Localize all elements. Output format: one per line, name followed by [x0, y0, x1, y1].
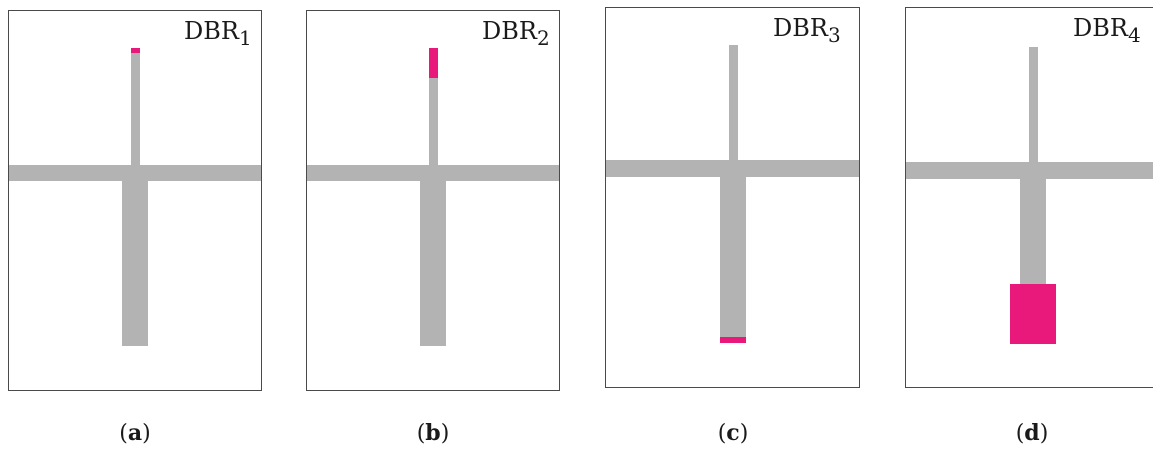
- caption-a-letter: a: [127, 420, 143, 446]
- panel-b-bottom-stub: [420, 181, 446, 346]
- panel-c-stub-load: [720, 337, 746, 343]
- panel-a: DBR1: [8, 10, 262, 391]
- panel-b-dbr-label: DBR2: [482, 17, 550, 48]
- caption-a: (a): [119, 420, 151, 446]
- panel-d-dbr-label: DBR4: [1073, 14, 1141, 45]
- panel-c: DBR3: [605, 7, 860, 388]
- panel-d: DBR4: [905, 7, 1153, 388]
- panel-a-label-sub: 1: [238, 26, 252, 50]
- panel-c-bottom-stub: [720, 177, 746, 337]
- panel-c-dbr-label: DBR3: [773, 14, 841, 45]
- panel-d-label-sub: 4: [1127, 23, 1141, 47]
- panel-b-top-stub: [429, 78, 438, 165]
- panel-b-stub-load: [429, 48, 438, 78]
- caption-b: (b): [416, 420, 450, 446]
- caption-d-letter: d: [1024, 420, 1040, 446]
- panel-c-label-sub: 3: [827, 23, 841, 47]
- panel-c-label-main: DBR: [773, 14, 828, 42]
- panel-d-horizontal-line: [906, 162, 1153, 179]
- panel-a-top-stub: [131, 53, 140, 165]
- panel-c-horizontal-line: [606, 160, 859, 177]
- panel-b-horizontal-line: [307, 165, 559, 181]
- caption-c-letter: c: [726, 420, 740, 446]
- panel-a-dbr-label: DBR1: [184, 17, 252, 48]
- caption-c: (c): [717, 420, 749, 446]
- panel-a-horizontal-line: [9, 165, 261, 181]
- caption-d: (d): [1015, 420, 1049, 446]
- panel-d-bottom-stub: [1020, 179, 1046, 284]
- panel-d-label-main: DBR: [1073, 14, 1128, 42]
- panel-d-top-stub: [1029, 47, 1038, 162]
- panel-b-label-sub: 2: [536, 26, 550, 50]
- panel-a-bottom-stub: [122, 181, 148, 346]
- caption-b-letter: b: [425, 420, 441, 446]
- panel-b-label-main: DBR: [482, 17, 537, 45]
- panel-c-top-stub: [729, 45, 738, 160]
- panel-a-stub-load: [131, 48, 140, 53]
- panel-b: DBR2: [306, 10, 560, 391]
- panel-a-label-main: DBR: [184, 17, 239, 45]
- panel-d-stub-load: [1010, 284, 1056, 344]
